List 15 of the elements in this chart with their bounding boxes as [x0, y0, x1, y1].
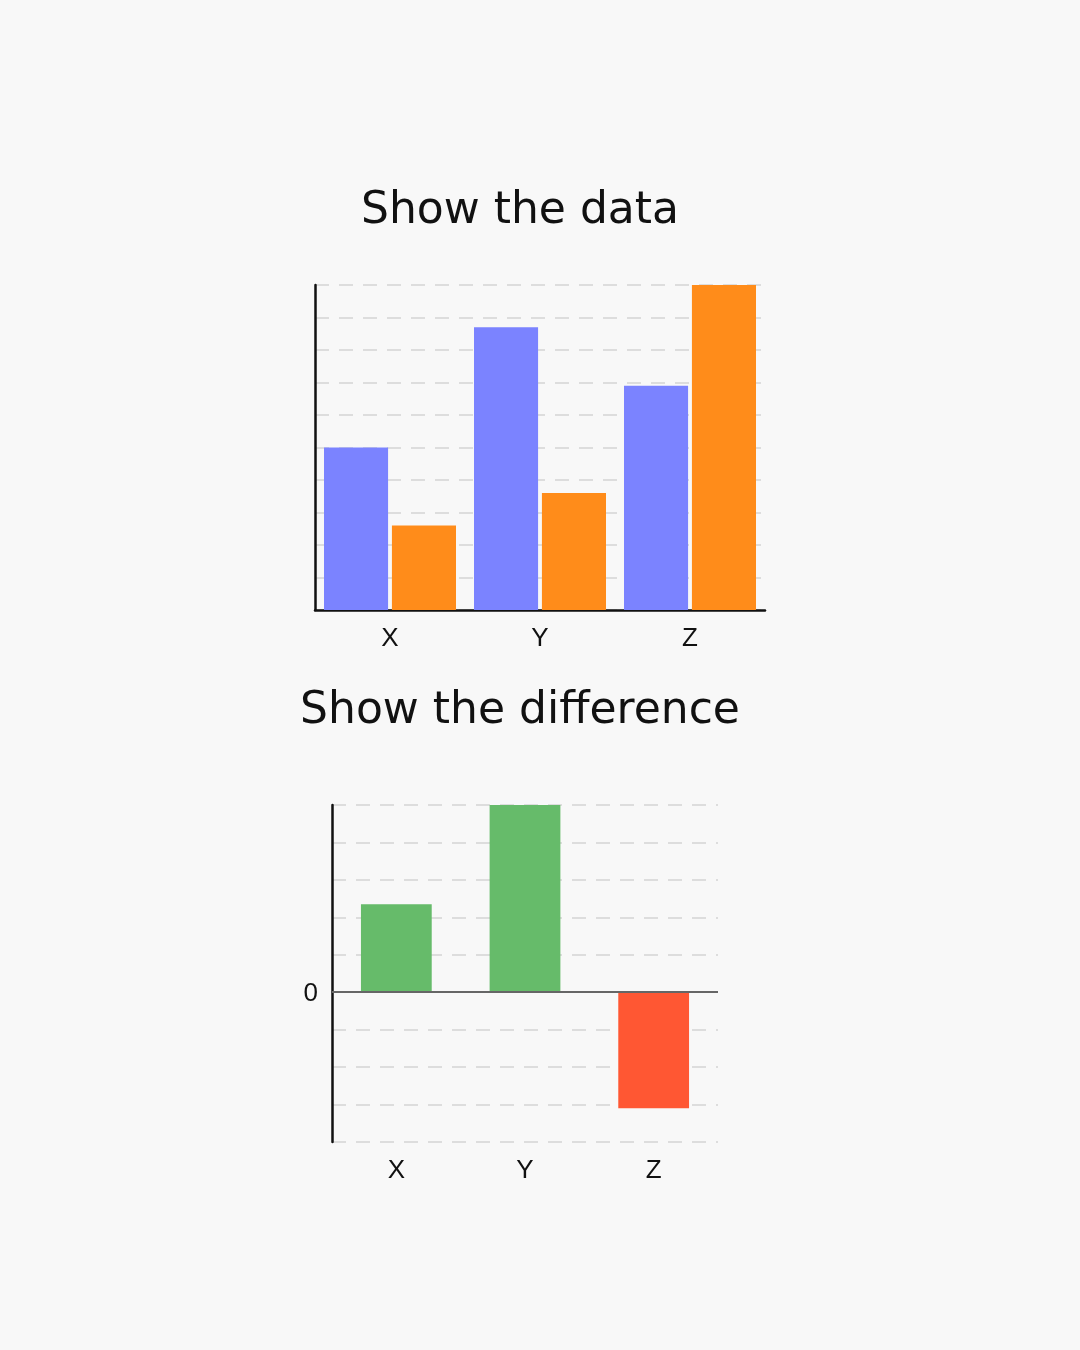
bar: [391, 525, 456, 610]
bar: [324, 447, 389, 610]
x-tick-label: Y: [531, 622, 549, 652]
chart-title: Show the difference: [300, 681, 740, 733]
ref-line-label: 0: [303, 977, 318, 1008]
bar: [624, 385, 689, 610]
bar: [541, 493, 606, 610]
chart-title: Show the data: [360, 181, 680, 233]
x-tick-label: X: [387, 1154, 406, 1184]
x-tick-label: Z: [682, 622, 699, 652]
bar: [691, 285, 756, 610]
bar: [474, 327, 539, 610]
x-tick-label: Y: [516, 1154, 534, 1184]
x-tick-label: X: [381, 622, 399, 652]
x-tick-label: Z: [645, 1154, 662, 1184]
